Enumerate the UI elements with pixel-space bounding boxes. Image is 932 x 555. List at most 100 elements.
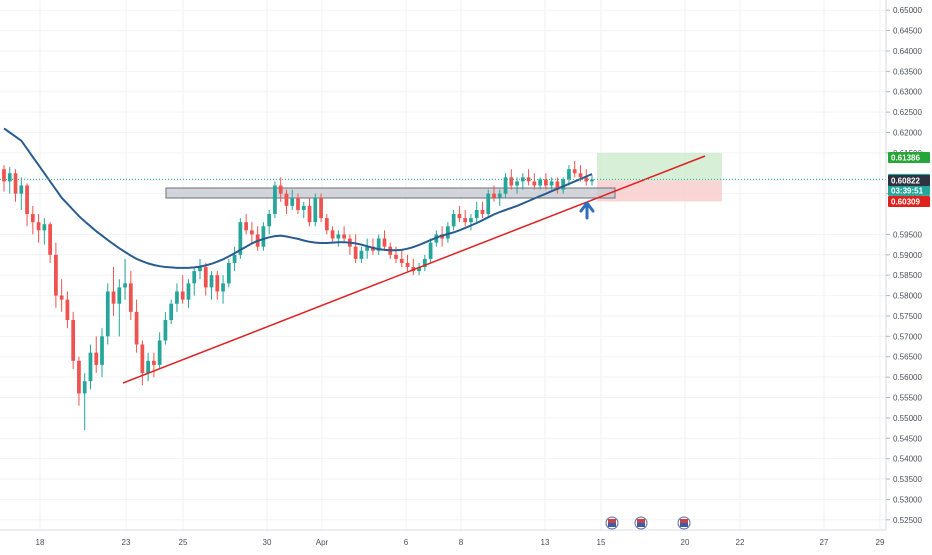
candle-body — [446, 226, 450, 239]
candle-body — [584, 177, 589, 182]
candle-body — [71, 320, 76, 361]
candle-body — [405, 262, 410, 268]
candle-body — [244, 222, 248, 231]
candle-body — [65, 299, 70, 321]
candle-body — [394, 254, 398, 259]
candle-body — [2, 169, 6, 182]
candle-body — [77, 360, 81, 394]
candle-body — [82, 381, 87, 394]
candle-body — [296, 197, 300, 210]
candle-body — [359, 250, 364, 259]
candle-body — [422, 258, 427, 268]
candle-body — [134, 311, 139, 345]
candle-body — [100, 336, 104, 365]
candle-body — [532, 181, 537, 186]
candle-body — [13, 173, 18, 194]
y-tick-label: 0.58000 — [893, 292, 922, 301]
candle-body — [203, 267, 208, 288]
candle-body — [123, 283, 127, 288]
candle-body — [486, 193, 491, 215]
candle-body — [417, 267, 421, 272]
x-tick-label: 25 — [179, 538, 188, 547]
candle-body — [503, 177, 508, 194]
economic-event-flag-icon[interactable] — [677, 516, 691, 530]
candle-body — [215, 275, 220, 292]
event-markers[interactable] — [605, 516, 691, 530]
candle-body — [157, 340, 162, 365]
candle-body — [474, 209, 479, 219]
candle-body — [7, 173, 12, 182]
candle-body — [186, 283, 191, 300]
price-tag-label: 0.60309 — [891, 197, 920, 206]
candle-body — [572, 169, 577, 174]
candle-body — [336, 234, 341, 239]
candle-body — [324, 218, 329, 231]
x-tick-label: 15 — [597, 538, 606, 547]
y-tick-label: 0.55500 — [893, 394, 922, 403]
candle-body — [94, 352, 99, 365]
candle-body — [278, 185, 283, 194]
y-tick-label: 0.57500 — [893, 312, 922, 321]
x-tick-label: 20 — [681, 538, 690, 547]
y-tick-label: 0.64000 — [893, 47, 922, 56]
candle-body — [152, 360, 156, 365]
candle-body — [567, 169, 571, 180]
candle-body — [578, 173, 583, 178]
y-tick-label: 0.52500 — [893, 516, 922, 525]
candle-body — [54, 254, 58, 296]
x-tick-label: 29 — [876, 538, 885, 547]
candle-body — [163, 320, 168, 341]
y-tick-label: 0.59000 — [893, 251, 922, 260]
candle-body — [42, 224, 47, 231]
candle-body — [290, 197, 295, 206]
price-tag-label: 0.60822 — [891, 177, 920, 186]
y-tick-label: 0.64500 — [893, 27, 922, 36]
y-tick-label: 0.56000 — [893, 373, 922, 382]
x-tick-label: Apr — [316, 538, 329, 547]
candle-body — [19, 185, 24, 194]
candle-body — [549, 181, 554, 186]
up-arrow-icon — [579, 201, 595, 220]
candle-body — [497, 193, 502, 198]
candle-body — [192, 271, 197, 284]
candle-body — [198, 267, 202, 272]
candle-body — [284, 193, 289, 206]
candle-body — [428, 242, 433, 259]
price-tag-target: 0.61386 — [888, 152, 930, 164]
x-tick-label: 22 — [736, 538, 745, 547]
candle-body — [128, 283, 133, 312]
y-tick-label: 0.63500 — [893, 67, 922, 76]
economic-event-flag-icon[interactable] — [634, 516, 648, 530]
candle-body — [140, 344, 145, 374]
x-tick-label: 27 — [820, 538, 829, 547]
candle-body — [180, 291, 185, 300]
candle-body — [463, 218, 468, 223]
candle-body — [457, 214, 462, 219]
candle-body — [59, 295, 64, 300]
candle-body — [382, 238, 387, 247]
candle-body — [238, 222, 243, 255]
x-tick-label: 13 — [541, 538, 550, 547]
moving-average-line — [3, 127, 593, 269]
candle-body — [88, 352, 93, 382]
ascending-trendline — [122, 155, 706, 384]
economic-event-flag-icon[interactable] — [605, 516, 619, 530]
price-tag-entry: 0.60822 — [888, 175, 930, 187]
candle-body — [342, 234, 346, 239]
x-tick-label: 23 — [122, 538, 131, 547]
y-tick-label: 0.54000 — [893, 455, 922, 464]
candle-body — [105, 291, 110, 337]
time-axis[interactable]: 18 23 25 30 Apr 6 8 13 15 20 22 27 29 — [36, 538, 885, 547]
candle-body — [25, 185, 29, 215]
y-tick-label: 0.58500 — [893, 271, 922, 280]
x-tick-label: 30 — [263, 538, 272, 547]
candle-body — [480, 209, 485, 215]
candle-body — [590, 179, 594, 182]
candle-body — [376, 238, 381, 251]
candle-body — [30, 214, 35, 223]
candle-body — [492, 193, 496, 198]
candle-body — [313, 197, 318, 223]
candle-body — [469, 218, 473, 223]
